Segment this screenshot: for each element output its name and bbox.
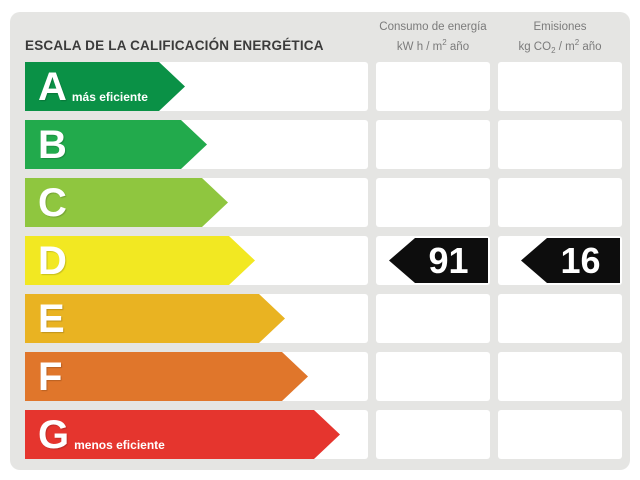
- consumo-cell: [376, 178, 490, 227]
- emisiones-cell: [498, 120, 622, 169]
- rating-bar-track: B: [25, 120, 368, 169]
- consumo-cell: [376, 410, 490, 459]
- emisiones-cell: 16: [498, 236, 622, 285]
- emisiones-cell: [498, 62, 622, 111]
- emisiones-column-header: Emisiones kg CO2 / m2 año: [498, 20, 622, 58]
- rating-arrow-B: B: [25, 120, 207, 169]
- emisiones-header-name: Emisiones: [533, 21, 587, 33]
- consumo-cell: [376, 62, 490, 111]
- rating-arrow-A: A más eficiente: [25, 62, 185, 111]
- emisiones-cell: [498, 352, 622, 401]
- rating-letter: B: [38, 122, 67, 167]
- rating-bar-track: D: [25, 236, 368, 285]
- rating-row-C: C: [25, 178, 622, 227]
- consumo-value-marker: 91: [389, 238, 488, 283]
- consumo-header-unit: kW h / m2 año: [396, 38, 470, 53]
- rating-bar-track: G menos eficiente: [25, 410, 368, 459]
- emisiones-value-marker: 16: [521, 238, 620, 283]
- rating-row-E: E: [25, 294, 622, 343]
- consumo-header-name: Consumo de energía: [379, 21, 487, 33]
- scale-rows: A más eficiente B C D: [25, 62, 622, 468]
- rating-letter: E: [38, 296, 65, 341]
- rating-arrow-E: E: [25, 294, 285, 343]
- rating-note: menos eficiente: [74, 438, 165, 452]
- rating-row-B: B: [25, 120, 622, 169]
- consumo-column-header: Consumo de energía kW h / m2 año: [376, 20, 490, 55]
- rating-letter: A: [38, 64, 67, 109]
- rating-letter: D: [38, 238, 67, 283]
- emisiones-cell: [498, 294, 622, 343]
- consumo-cell: [376, 352, 490, 401]
- rating-bar-track: E: [25, 294, 368, 343]
- emisiones-cell: [498, 410, 622, 459]
- rating-row-F: F: [25, 352, 622, 401]
- emisiones-cell: [498, 178, 622, 227]
- consumo-cell: 91: [376, 236, 490, 285]
- consumo-cell: [376, 294, 490, 343]
- rating-arrow-C: C: [25, 178, 228, 227]
- rating-arrow-D: D: [25, 236, 255, 285]
- rating-row-D: D 91 16: [25, 236, 622, 285]
- rating-bar-track: C: [25, 178, 368, 227]
- emisiones-header-unit: kg CO2 / m2 año: [518, 38, 602, 56]
- rating-row-G: G menos eficiente: [25, 410, 622, 459]
- rating-letter: G: [38, 412, 70, 457]
- rating-row-A: A más eficiente: [25, 62, 622, 111]
- energy-label-panel: ESCALA DE LA CALIFICACIÓN ENERGÉTICA Con…: [10, 12, 630, 470]
- rating-note: más eficiente: [71, 90, 148, 104]
- rating-letter: C: [38, 180, 67, 225]
- rating-letter: F: [38, 354, 63, 399]
- rating-arrow-G: G menos eficiente: [25, 410, 340, 459]
- rating-bar-track: F: [25, 352, 368, 401]
- rating-bar-track: A más eficiente: [25, 62, 368, 111]
- consumo-cell: [376, 120, 490, 169]
- rating-arrow-F: F: [25, 352, 308, 401]
- page-title: ESCALA DE LA CALIFICACIÓN ENERGÉTICA: [25, 38, 324, 53]
